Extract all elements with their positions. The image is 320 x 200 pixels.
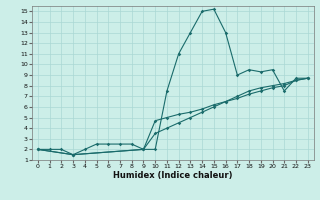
- X-axis label: Humidex (Indice chaleur): Humidex (Indice chaleur): [113, 171, 233, 180]
